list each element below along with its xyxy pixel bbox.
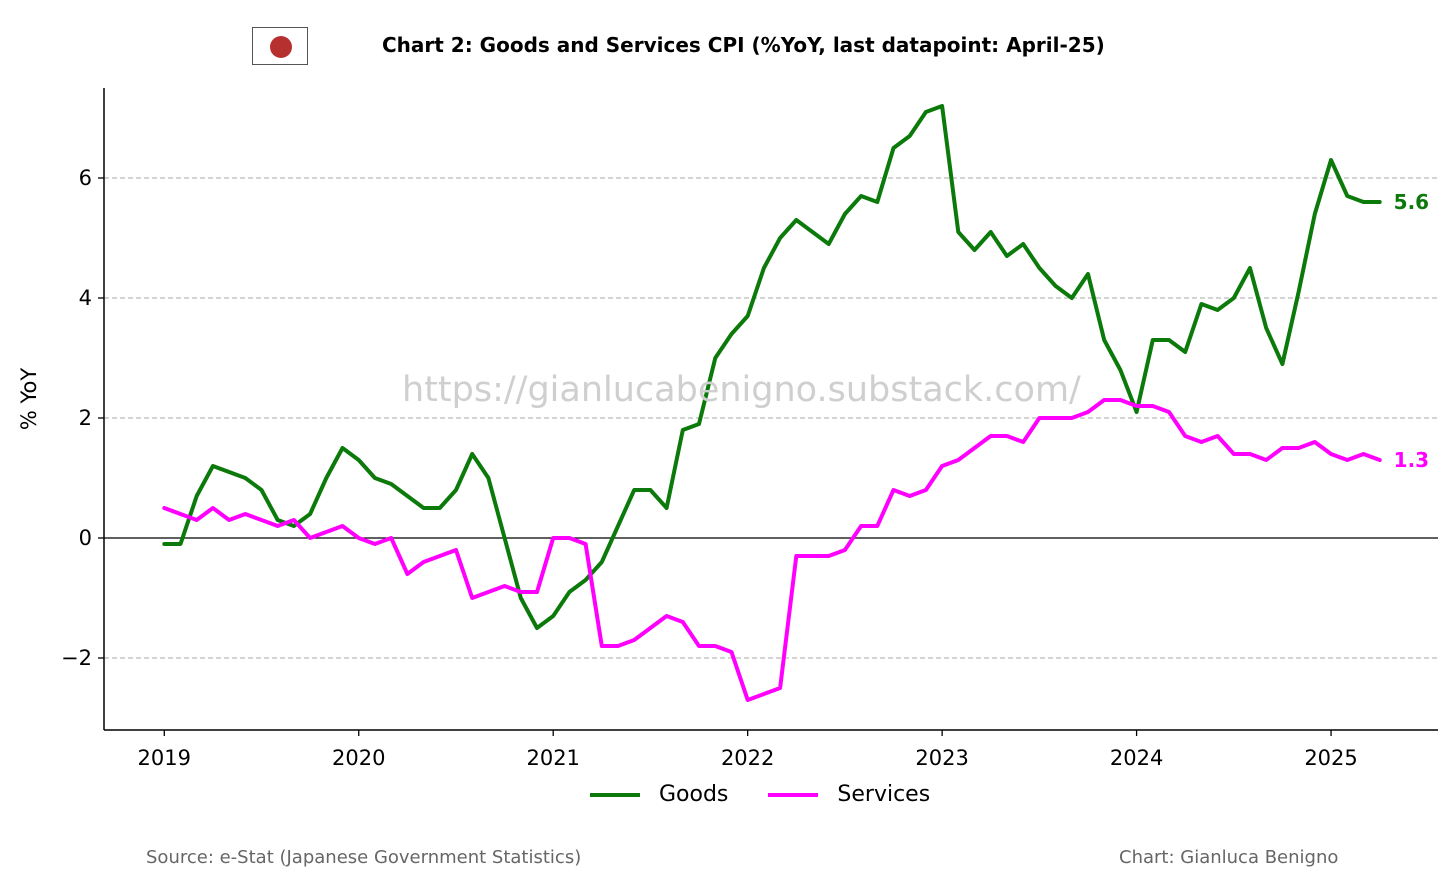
x-tick-label: 2019 [138, 746, 191, 770]
y-tick-label: −2 [61, 646, 92, 670]
y-axis-label: % YoY [17, 368, 41, 431]
y-tick-label: 2 [79, 406, 92, 430]
legend-swatch-goods [590, 792, 640, 797]
x-tick-label: 2024 [1110, 746, 1163, 770]
source-note: Source: e-Stat (Japanese Government Stat… [146, 847, 582, 868]
x-tick-label: 2020 [332, 746, 385, 770]
legend-label-goods: Goods [659, 782, 729, 807]
x-tick-label: 2025 [1304, 746, 1357, 770]
series-line-goods [162, 104, 1382, 630]
x-tick-label: 2023 [915, 746, 968, 770]
end-label-goods: 5.6 [1394, 190, 1429, 214]
chart-title: Chart 2: Goods and Services CPI (%YoY, l… [382, 33, 1105, 57]
end-label-services: 1.3 [1394, 448, 1429, 472]
chart-legend: Goods Services [590, 782, 970, 807]
legend-swatch-services [768, 792, 819, 797]
y-tick-label: 0 [79, 526, 92, 550]
flag-red-disc [270, 36, 292, 58]
watermark-url: https://gianlucabenigno.substack.com/ [402, 370, 1081, 410]
japan-flag-icon [252, 27, 308, 65]
y-tick-label: 6 [79, 166, 92, 190]
chart-credit: Chart: Gianluca Benigno [1119, 847, 1339, 868]
legend-item-goods: Goods [590, 782, 728, 807]
y-tick-label: 4 [79, 286, 92, 310]
x-tick-label: 2021 [526, 746, 579, 770]
legend-item-services: Services [768, 782, 930, 807]
x-tick-label: 2022 [721, 746, 774, 770]
legend-label-services: Services [837, 782, 931, 807]
series-line-services [162, 398, 1382, 702]
